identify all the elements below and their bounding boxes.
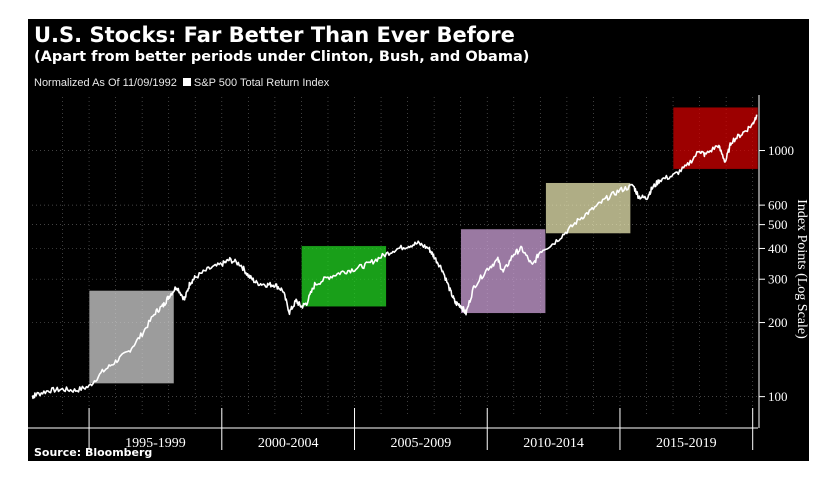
series-line-0 [31, 114, 758, 400]
highlight-box-1 [301, 245, 387, 307]
legend-series-label: S&P 500 Total Return Index [193, 77, 330, 89]
y-tick-label: 400 [768, 241, 788, 256]
source-note: Source: Bloomberg [34, 446, 153, 459]
period-label: 1995-1999 [125, 436, 186, 451]
y-tick-label: 500 [768, 217, 788, 232]
y-tick-label: 200 [768, 315, 788, 330]
chart-frame: U.S. Stocks: Far Better Than Ever Before… [28, 19, 809, 461]
legend-swatch [182, 78, 191, 86]
plot-area: 100 200 300 400 500 600 1000 1995-1999 2000-2004… [28, 95, 809, 451]
chart-subtitle: (Apart from better periods under Clinton… [34, 49, 530, 65]
period-label: 2010-2014 [523, 436, 584, 451]
period-label: 2005-2009 [391, 436, 452, 451]
chart-title: U.S. Stocks: Far Better Than Ever Before [34, 23, 515, 47]
y-tick-label: 600 [768, 198, 788, 213]
axis-layer: 100 200 300 400 500 600 1000 1995-1999 2000-2004… [28, 95, 794, 451]
highlight-box-0 [88, 290, 175, 384]
y-tick-label: 1000 [768, 143, 794, 158]
y-tick-label: 300 [768, 272, 788, 287]
highlight-box-4 [672, 106, 759, 170]
series-layer [31, 114, 758, 400]
period-label: 2015-2019 [656, 436, 717, 451]
period-label: 2000-2004 [258, 436, 319, 451]
y-tick-label: 100 [768, 389, 788, 404]
legend: Normalized As Of 11/09/1992 S&P 500 Total… [34, 77, 329, 89]
normalization-note: Normalized As Of 11/09/1992 [34, 77, 177, 89]
y-axis-label: Index Points (Log Scale) [794, 199, 809, 339]
